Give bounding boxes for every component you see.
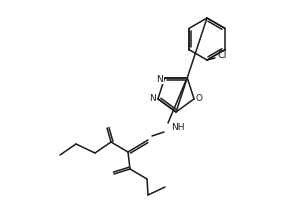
Text: NH: NH xyxy=(171,123,184,132)
Text: O: O xyxy=(196,94,202,103)
Text: N: N xyxy=(156,75,163,84)
Text: N: N xyxy=(150,94,156,103)
Text: Cl: Cl xyxy=(217,50,227,60)
